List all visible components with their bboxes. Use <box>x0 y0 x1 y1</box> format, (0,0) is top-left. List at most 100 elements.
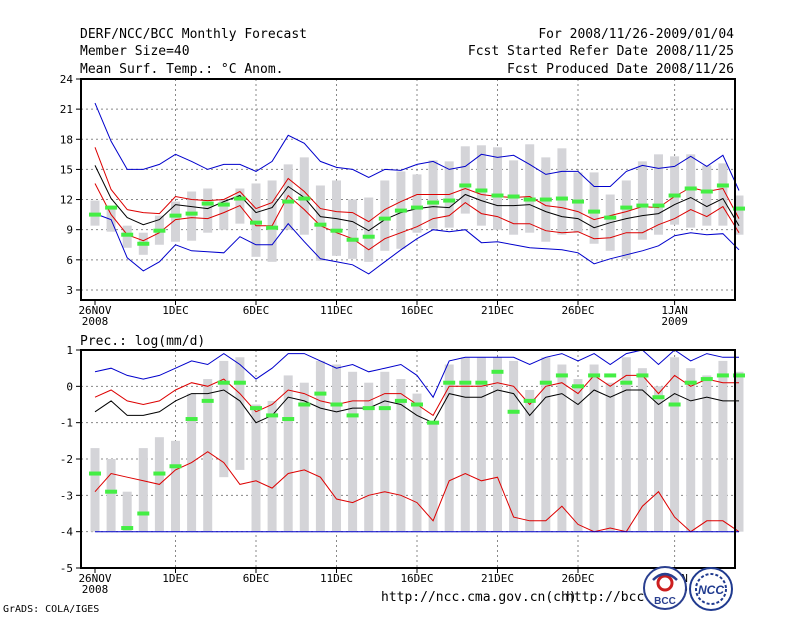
temp-median-marker <box>652 203 665 208</box>
temp-ytick-label: 21 <box>60 103 73 116</box>
temp-median-marker <box>636 203 649 208</box>
prec-median-marker <box>459 380 472 385</box>
temp-spread-box <box>364 197 374 262</box>
temp-spread-box <box>557 148 567 235</box>
prec-median-marker <box>411 402 423 407</box>
prec-ytick-label: 1 <box>66 344 73 357</box>
temp-xtick-year: 2008 <box>82 315 109 328</box>
temp-median-marker <box>733 206 745 211</box>
prec-spread-box <box>444 364 454 532</box>
prec-xtick-year: 2008 <box>82 583 109 596</box>
prec-spread-box <box>621 357 631 532</box>
chart-title: DERF/NCC/BCC Monthly Forecast <box>80 27 307 42</box>
prec-median-marker <box>250 406 262 411</box>
temp-ytick-label: 12 <box>60 194 73 207</box>
temp-median-marker <box>443 198 456 203</box>
prec-median-marker <box>733 373 745 378</box>
temp-spread-box <box>686 154 696 228</box>
prec-spread-box <box>589 364 599 532</box>
temp-spread-box <box>299 157 309 235</box>
prec-median-marker <box>378 406 391 411</box>
prec-median-marker <box>185 417 198 422</box>
prec-spread-box <box>267 400 277 532</box>
ncc-url[interactable]: http://ncc.cma.gov.cn(ch) <box>381 590 577 605</box>
temp-xtick-label: 21DEC <box>481 304 514 317</box>
temp-spread-box <box>412 174 422 233</box>
prec-median-marker <box>314 391 327 396</box>
temp-median-marker <box>217 202 230 207</box>
prec-spread-box <box>637 368 647 532</box>
prec-xtick-label: 21DEC <box>481 572 514 585</box>
temp-spread-box <box>171 201 180 242</box>
temp-median-marker <box>491 193 504 198</box>
temp-median-marker <box>282 199 295 204</box>
temp-median-marker <box>523 197 536 202</box>
temp-spread-box <box>460 146 470 214</box>
prec-xtick-label: 26NOV <box>78 572 111 585</box>
prec-line-outer-max <box>94 349 739 399</box>
prec-spread-box <box>670 357 680 532</box>
temp-spread-box <box>670 156 680 225</box>
temp-median-marker <box>684 186 697 191</box>
temp-median-marker <box>572 199 584 204</box>
temp-median-marker <box>668 193 681 198</box>
prec-spread-box <box>734 371 744 532</box>
temp-median-marker <box>555 196 568 201</box>
prec-median-marker <box>233 380 246 385</box>
prec-median-marker <box>572 384 584 389</box>
prec-median-marker <box>394 398 407 403</box>
temp-spread-box <box>637 161 647 240</box>
prec-median-marker <box>475 380 488 385</box>
temp-xtick-label: 1DEC <box>162 304 189 317</box>
bcc-url[interactable]: http://bcc. <box>566 590 653 605</box>
temp-median-marker <box>620 205 633 210</box>
prec-spread-box <box>332 364 341 532</box>
temp-median-marker <box>700 189 713 194</box>
prec-xtick-label: 6DEC <box>243 572 270 585</box>
prec-spread-box <box>122 491 132 532</box>
temp-median-marker <box>89 212 101 217</box>
prec-spread-box <box>251 404 261 532</box>
prec-line-inner-min <box>94 451 740 533</box>
temp-median-marker <box>427 200 440 205</box>
temp-median-marker <box>411 205 423 210</box>
prec-spread-box <box>90 448 100 532</box>
prec-spread-box <box>525 389 535 532</box>
temp-median-marker <box>298 196 311 201</box>
temp-line-inner-max <box>94 147 740 223</box>
prec-median-marker <box>539 380 552 385</box>
temp-spread-box <box>702 165 712 226</box>
prec-spread-box <box>396 379 406 532</box>
prec-spread-box <box>219 360 229 478</box>
ncc-logo: NCC <box>686 566 736 612</box>
prec-line-mean <box>94 389 739 424</box>
prec-spread-box <box>315 360 325 532</box>
prec-spread-box <box>654 386 663 532</box>
temp-line-inner-min <box>94 183 740 251</box>
temp-median-marker <box>539 197 552 202</box>
ncc-logo-text: NCC <box>698 583 724 597</box>
prec-spread-box <box>380 371 390 532</box>
temp-xtick-label: 1JAN <box>661 304 688 317</box>
prec-median-marker <box>668 402 681 407</box>
temp-median-marker <box>604 215 617 220</box>
temp-median-marker <box>588 209 601 214</box>
prec-spread-box <box>364 382 374 532</box>
temp-ytick-label: 3 <box>66 284 73 297</box>
prec-median-marker <box>491 369 504 374</box>
temp-spread-box <box>589 172 599 244</box>
bcc-logo: BCC <box>640 566 690 612</box>
temp-median-marker <box>346 237 359 242</box>
prec-spread-box <box>412 393 422 532</box>
prec-median-marker <box>620 380 633 385</box>
temp-spread-box <box>219 199 229 230</box>
temp-line-outer-min <box>94 213 740 275</box>
temp-median-marker <box>330 228 343 233</box>
started-date: Fcst Started Refer Date 2008/11/25 <box>467 44 734 59</box>
prec-spread-box <box>509 360 519 532</box>
temp-spread-box <box>380 180 390 251</box>
prec-xtick-label: 11DEC <box>320 572 353 585</box>
prec-median-marker <box>153 471 166 476</box>
prec-spread-box <box>476 357 486 532</box>
